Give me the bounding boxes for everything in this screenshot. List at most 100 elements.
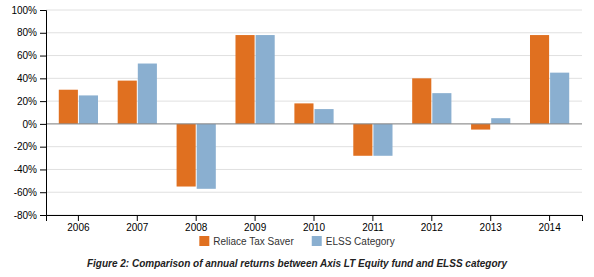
- y-tick-label: -20%: [14, 141, 37, 152]
- x-tick-mark: [196, 215, 197, 221]
- bar: [491, 118, 510, 124]
- y-tick-label: 100%: [11, 5, 37, 16]
- x-tick-label: 2012: [421, 222, 444, 233]
- caption: Figure 2: Comparison of annual returns b…: [87, 258, 507, 269]
- x-tick-mark: [549, 215, 550, 221]
- x-tick-mark: [137, 215, 138, 221]
- y-tick: 40%: [17, 73, 46, 84]
- y-tick-mark: [40, 147, 46, 148]
- y-tick: -60%: [14, 187, 46, 198]
- bar: [471, 124, 490, 130]
- x-tick: 2009: [244, 215, 267, 233]
- x-tick-label: 2014: [538, 222, 561, 233]
- x-tick-label: 2009: [244, 222, 267, 233]
- legend-swatch: [199, 236, 209, 246]
- bar: [432, 93, 451, 124]
- y-tick-mark: [40, 56, 46, 57]
- x-tick-mark: [314, 215, 315, 221]
- y-tick-mark: [40, 10, 46, 11]
- legend-label: Reliace Tax Saver: [213, 236, 294, 247]
- bar: [118, 81, 137, 124]
- grid: [46, 10, 582, 215]
- grid-line: [46, 169, 582, 170]
- y-tick-mark: [40, 78, 46, 79]
- chart: -80%-60%-40%-20%0%20%40%60%80%100%200620…: [0, 0, 594, 277]
- legend-label: ELSS Category: [326, 236, 395, 247]
- y-tick: -80%: [14, 210, 46, 221]
- bar: [177, 124, 196, 187]
- y-tick-label: -80%: [14, 210, 37, 221]
- y-tick: 20%: [17, 96, 46, 107]
- bars: [59, 35, 569, 189]
- bar-series: [59, 35, 549, 186]
- bar: [530, 35, 549, 124]
- legend-swatch: [312, 236, 322, 246]
- legend: Reliace Tax Saver ELSS Category: [199, 236, 394, 247]
- y-tick-mark: [40, 33, 46, 34]
- x-axis-line: [47, 216, 583, 222]
- y-tick-label: -60%: [14, 187, 37, 198]
- bar: [59, 90, 78, 124]
- bar-series: [79, 35, 569, 189]
- x-tick: 2010: [303, 215, 326, 233]
- x-tick-mark: [78, 215, 79, 221]
- x-tick-mark: [372, 215, 373, 221]
- x-axis: 2006 2007 2008 2009 2010 2011 2012 2013 2014: [47, 215, 583, 233]
- bar: [256, 35, 275, 124]
- y-axis: -80% -60% -40% -20% 0% 20% 40% 60% 80% 100%: [11, 5, 46, 221]
- x-tick: 2013: [480, 215, 503, 233]
- y-tick: 100%: [11, 5, 46, 16]
- x-tick: 2006: [67, 215, 90, 233]
- y-tick: 0%: [23, 119, 46, 130]
- bar: [353, 124, 372, 156]
- bar: [373, 124, 392, 156]
- y-tick-label: -40%: [14, 164, 37, 175]
- grid-line: [46, 78, 582, 79]
- x-tick-label: 2011: [362, 222, 384, 233]
- grid-line: [46, 10, 582, 11]
- x-tick-label: 2008: [185, 222, 208, 233]
- bar: [315, 109, 334, 124]
- y-axis-line: [40, 11, 47, 216]
- grid-line: [46, 55, 582, 56]
- y-tick: 60%: [17, 50, 46, 61]
- x-tick: 2011: [362, 215, 384, 233]
- grid-line: [46, 32, 582, 33]
- x-tick-label: 2006: [67, 222, 90, 233]
- y-tick-mark: [40, 192, 46, 193]
- y-tick-label: 20%: [17, 96, 37, 107]
- y-tick: -40%: [14, 164, 46, 175]
- x-tick-label: 2010: [303, 222, 326, 233]
- y-tick-label: 40%: [17, 73, 37, 84]
- y-tick-mark: [40, 124, 46, 125]
- bar: [550, 73, 569, 124]
- grid-line: [46, 192, 582, 193]
- zero-line: [46, 123, 582, 124]
- y-tick: 80%: [17, 27, 46, 38]
- bar: [138, 64, 157, 124]
- grid-line: [46, 123, 582, 124]
- bar: [79, 95, 98, 123]
- y-tick-mark: [40, 169, 46, 170]
- bar: [197, 124, 216, 189]
- y-tick-label: 0%: [23, 119, 38, 130]
- x-tick: 2014: [538, 215, 561, 233]
- x-tick-label: 2013: [480, 222, 503, 233]
- plot: -80%-60%-40%-20%0%20%40%60%80%100%200620…: [11, 5, 582, 233]
- x-tick-label: 2007: [126, 222, 149, 233]
- bar: [235, 35, 254, 124]
- grid-line: [46, 146, 582, 147]
- bar: [412, 78, 431, 124]
- y-tick-mark: [40, 101, 46, 102]
- y-tick-mark: [40, 215, 46, 216]
- x-tick-mark: [490, 215, 491, 221]
- bar: [294, 103, 313, 124]
- x-tick: 2012: [421, 215, 444, 233]
- x-tick: 2008: [185, 215, 208, 233]
- y-tick: -20%: [14, 141, 46, 152]
- legend-item: ELSS Category: [312, 236, 395, 247]
- x-tick: 2007: [126, 215, 149, 233]
- y-tick-label: 60%: [17, 50, 37, 61]
- legend-item: Reliace Tax Saver: [199, 236, 294, 247]
- y-tick-label: 80%: [17, 27, 37, 38]
